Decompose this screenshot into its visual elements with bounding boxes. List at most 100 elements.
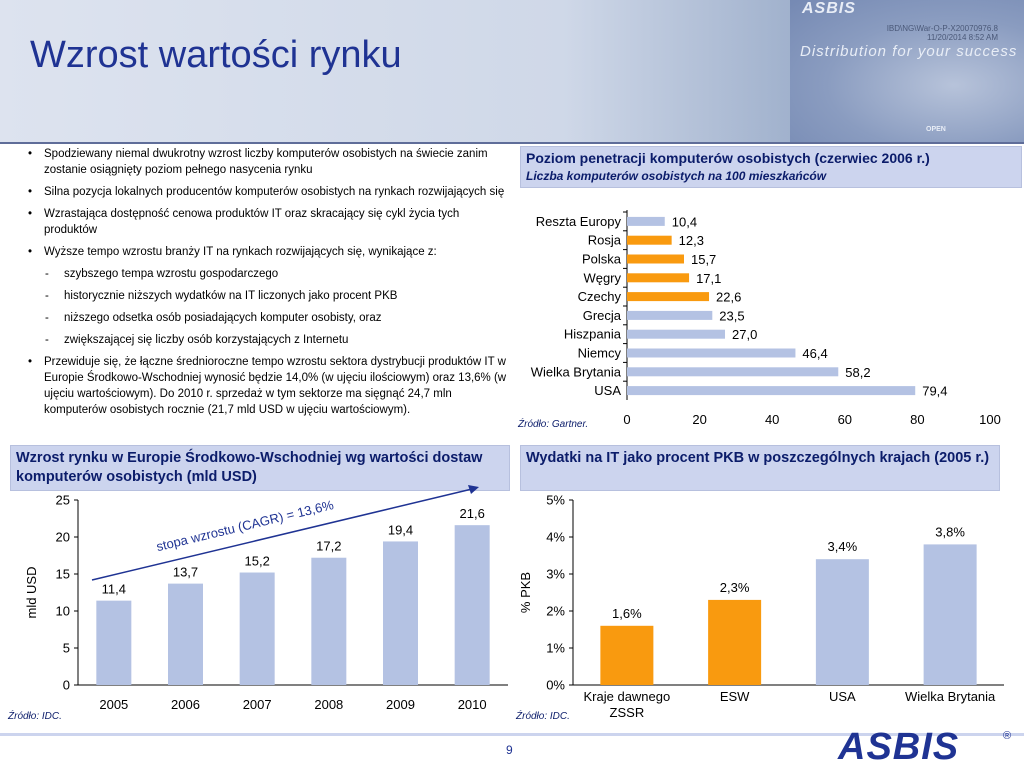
cee-bar: [96, 600, 132, 685]
penetration-category-label: Grecja: [583, 308, 622, 323]
cee-category-label: 2005: [99, 697, 128, 712]
penetration-bar: [627, 292, 710, 302]
cee-y-axis-label: mld USD: [24, 566, 39, 618]
document-id-line2: 11/20/2014 8:52 AM: [926, 33, 998, 42]
it-spend-y-tick-label: 4%: [546, 530, 565, 545]
document-id-line1: IBD\NG\War-O-P-X20070976.8: [886, 24, 998, 33]
cee-value-label: 21,6: [460, 506, 485, 521]
sub-bullet-item: historycznie niższych wydatków na IT lic…: [24, 288, 508, 304]
header-photo: [790, 0, 1024, 142]
it-spend-y-tick-label: 0%: [546, 678, 565, 693]
sub-bullet-item: szybszego tempa wzrostu gospodarczego: [24, 266, 508, 282]
page-number: 9: [506, 743, 513, 757]
bullet-list: Spodziewany niemal dwukrotny wzrost licz…: [24, 146, 508, 424]
it-spend-bar: [708, 599, 762, 685]
it-spend-y-tick-label: 1%: [546, 641, 565, 656]
penetration-category-label: Polska: [582, 252, 622, 267]
it-spend-chart-title: Wydatki na IT jako procent PKB w poszcze…: [526, 450, 990, 466]
penetration-bar: [627, 235, 672, 245]
penetration-value-label: 15,7: [691, 252, 716, 267]
cee-y-tick-label: 20: [56, 530, 70, 545]
penetration-bar: [627, 386, 916, 396]
cee-bar: [168, 583, 203, 685]
penetration-chart-source: Źródło: Gartner.: [518, 419, 589, 430]
it-spend-category-label: ZSSR: [610, 705, 645, 720]
document-id: IBD\NG\War-O-P-X20070976.8 11/20/2014 8:…: [887, 24, 998, 42]
bullet-item: Wyższe tempo wzrostu branży IT na rynkac…: [24, 244, 508, 260]
it-spend-category-label: Wielka Brytania: [905, 689, 996, 704]
it-spend-chart-header: Wydatki na IT jako procent PKB w poszcze…: [520, 445, 1000, 491]
cee-bar: [311, 557, 347, 685]
penetration-value-label: 79,4: [922, 384, 947, 399]
cee-bar: [454, 525, 490, 685]
penetration-x-tick-label: 100: [979, 412, 1001, 427]
cee-value-label: 19,4: [388, 522, 413, 537]
cee-category-label: 2008: [314, 697, 343, 712]
it-spend-value-label: 3,8%: [935, 524, 965, 539]
cee-value-label: 11,4: [102, 582, 126, 597]
it-spend-y-tick-label: 3%: [546, 567, 565, 582]
it-spend-category-label: Kraje dawnego: [584, 689, 671, 704]
it-spend-bar: [815, 559, 869, 685]
penetration-chart-title: Poziom penetracji komputerów osobistych …: [526, 150, 930, 166]
penetration-category-label: Węgry: [583, 270, 621, 285]
penetration-bar: [627, 310, 713, 320]
bullet-item: Silna pozycja lokalnych producentów komp…: [24, 184, 508, 200]
penetration-chart-subtitle: Liczba komputerów osobistych na 100 mies…: [526, 169, 827, 183]
cee-value-label: 13,7: [173, 565, 198, 580]
it-spend-y-tick-label: 2%: [546, 604, 565, 619]
penetration-value-label: 17,1: [696, 271, 721, 286]
penetration-x-tick-label: 40: [765, 412, 779, 427]
header-slogan: Distribution for your success: [800, 43, 1018, 60]
it-spend-y-tick-label: 5%: [546, 493, 565, 508]
cee-bar: [383, 541, 418, 685]
it-spend-value-label: 3,4%: [828, 539, 858, 554]
penetration-x-tick-label: 60: [838, 412, 852, 427]
penetration-category-label: USA: [594, 383, 621, 398]
penetration-chart-header: Poziom penetracji komputerów osobistych …: [520, 146, 1022, 188]
cagr-arrow-line: [91, 488, 473, 581]
it-spend-category-label: ESW: [720, 689, 750, 704]
penetration-category-label: Wielka Brytania: [531, 364, 622, 379]
sub-bullet-item: niższego odsetka osób posiadających komp…: [24, 310, 508, 326]
bullet-item: Przewiduje się, że łączne średnioroczne …: [24, 354, 508, 418]
penetration-value-label: 22,6: [716, 290, 741, 305]
penetration-value-label: 12,3: [679, 233, 704, 248]
asbis-logo: ASBIS: [838, 726, 960, 768]
cee-y-tick-label: 0: [63, 678, 70, 693]
cee-y-tick-label: 25: [56, 493, 70, 508]
footer-divider: [0, 733, 1024, 736]
penetration-x-tick-label: 0: [623, 412, 630, 427]
cee-category-label: 2010: [458, 697, 487, 712]
cee-value-label: 17,2: [316, 539, 341, 554]
registered-mark: ®: [1003, 730, 1012, 742]
cee-y-tick-label: 15: [56, 567, 70, 582]
cee-chart-header: Wzrost rynku w Europie Środkowo-Wschodni…: [10, 445, 510, 491]
header-divider: [0, 142, 1024, 144]
it-spend-category-label: USA: [829, 689, 856, 704]
slide-title: Wzrost wartości rynku: [30, 34, 402, 76]
penetration-bar: [627, 367, 839, 377]
cee-chart-title: Wzrost rynku w Europie Środkowo-Wschodni…: [16, 450, 483, 485]
penetration-bar: [627, 254, 684, 264]
it-spend-bar: [600, 625, 654, 685]
cee-y-tick-label: 10: [56, 604, 70, 619]
penetration-x-tick-label: 20: [692, 412, 706, 427]
penetration-bar: [627, 329, 726, 339]
penetration-category-label: Niemcy: [578, 346, 622, 361]
penetration-value-label: 23,5: [719, 308, 744, 323]
cee-category-label: 2009: [386, 697, 415, 712]
penetration-category-label: Reszta Europy: [536, 214, 622, 229]
open-label: OPEN: [926, 126, 946, 133]
cee-category-label: 2007: [243, 697, 272, 712]
it-spend-value-label: 2,3%: [720, 580, 750, 595]
header-brand: ASBIS: [802, 0, 856, 17]
penetration-x-tick-label: 80: [910, 412, 924, 427]
penetration-category-label: Czechy: [578, 289, 622, 304]
cee-chart-source: Źródło: IDC.: [8, 711, 62, 722]
penetration-value-label: 46,4: [802, 346, 827, 361]
bullet-item: Spodziewany niemal dwukrotny wzrost licz…: [24, 146, 508, 178]
it-spend-y-axis-label: % PKB: [518, 572, 533, 613]
penetration-value-label: 10,4: [672, 214, 697, 229]
